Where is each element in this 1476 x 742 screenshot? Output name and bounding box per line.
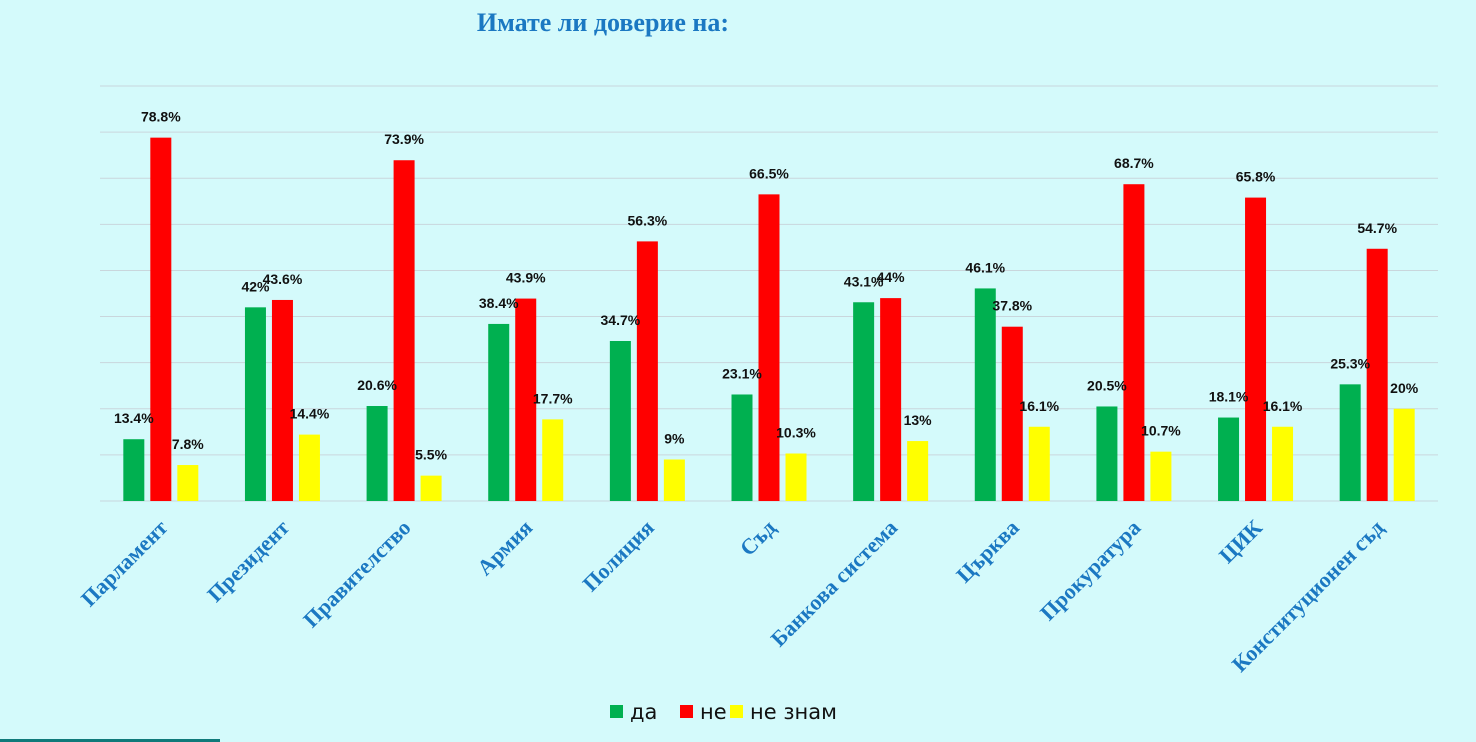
data-label: 17.7% [533,390,573,406]
data-label: 78.8% [141,109,181,125]
data-label: 44% [877,269,906,285]
data-label: 38.4% [479,295,519,311]
bar-2-7 [1028,426,1050,501]
data-label: 16.1% [1263,398,1303,414]
bar-1-4 [636,241,658,501]
data-label: 73.9% [384,131,424,147]
bar-0-7 [974,288,996,501]
category-label: Парламент [76,515,173,612]
bar-0-5 [731,394,753,501]
category-label: ЦИК [1214,515,1267,568]
category-label: Полиция [578,515,659,596]
category-labels: Парламент Президент Правителство Армия Полиц… [76,515,1389,677]
data-label: 5.5% [415,447,447,463]
data-label: 37.8% [992,298,1032,314]
data-label: 43.1% [844,273,884,289]
bar-2-1 [298,434,320,501]
bar-2-2 [420,475,442,501]
data-label: 56.3% [628,212,668,228]
data-label: 10.3% [776,425,816,441]
bottom-accent-bar [0,739,220,742]
bar-1-6 [880,298,902,501]
bar-1-10 [1366,248,1388,501]
bar-2-5 [785,453,807,501]
data-label: 20% [1390,380,1419,396]
bar-0-10 [1339,384,1361,501]
bar-0-8 [1096,406,1118,501]
bar-2-10 [1393,408,1415,501]
data-label: 68.7% [1114,155,1154,171]
bar-0-2 [366,406,388,501]
bar-2-8 [1150,451,1172,501]
data-label: 43.6% [263,271,303,287]
data-label: 7.8% [172,436,204,452]
bar-2-4 [663,459,685,501]
bar-2-0 [177,465,199,501]
legend: да не не знам [610,700,837,724]
category-label: Правителство [298,515,415,632]
legend-label: не знам [750,700,837,724]
data-label: 18.1% [1209,389,1249,405]
data-label: 16.1% [1019,398,1059,414]
bars [123,137,1415,502]
bar-1-1 [271,299,293,501]
bar-2-3 [542,419,564,501]
legend-swatch [730,705,743,718]
data-label: 14.4% [290,406,330,422]
data-label: 34.7% [601,312,641,328]
bar-0-0 [123,439,145,501]
category-label: Прокуратура [1035,515,1145,625]
data-label: 20.5% [1087,377,1127,393]
data-label: 23.1% [722,365,762,381]
data-label: 42% [241,278,270,294]
bar-1-7 [1001,326,1023,501]
category-label: Съд [735,515,781,561]
category-label: Църква [951,515,1024,588]
category-label: Армия [472,515,537,580]
bar-0-4 [609,340,631,501]
data-label: 10.7% [1141,423,1181,439]
bar-2-6 [907,441,929,501]
legend-label: не [700,700,727,724]
bar-1-8 [1123,184,1145,501]
data-label: 46.1% [965,259,1005,275]
data-label: 54.7% [1357,220,1397,236]
legend-swatch [680,705,693,718]
bar-0-9 [1218,417,1240,501]
bar-0-3 [488,323,510,501]
data-label: 13.4% [114,410,154,426]
data-label: 43.9% [506,270,546,286]
data-label: 25.3% [1330,355,1370,371]
data-label: 13% [904,412,933,428]
bar-1-0 [150,137,172,501]
category-label: Президент [202,515,294,607]
data-label: 9% [664,431,685,447]
bar-0-1 [244,307,266,501]
data-labels: 13.4% 78.8% 7.8% 42%43.6% 14.4% 20.6% 73.9% 5.5… [114,109,1419,463]
bar-2-9 [1272,426,1294,501]
legend-label: да [630,700,657,724]
bar-1-3 [515,298,537,501]
data-label: 65.8% [1236,169,1276,185]
bar-1-5 [758,194,780,501]
bar-1-2 [393,160,415,501]
data-label: 66.5% [749,165,789,181]
legend-swatch [610,705,623,718]
data-label: 20.6% [357,377,397,393]
bar-0-6 [853,302,875,501]
category-label: Банкова система [766,515,903,652]
chart-title: Имате ли доверие на: [477,8,729,37]
bar-1-9 [1245,197,1267,502]
